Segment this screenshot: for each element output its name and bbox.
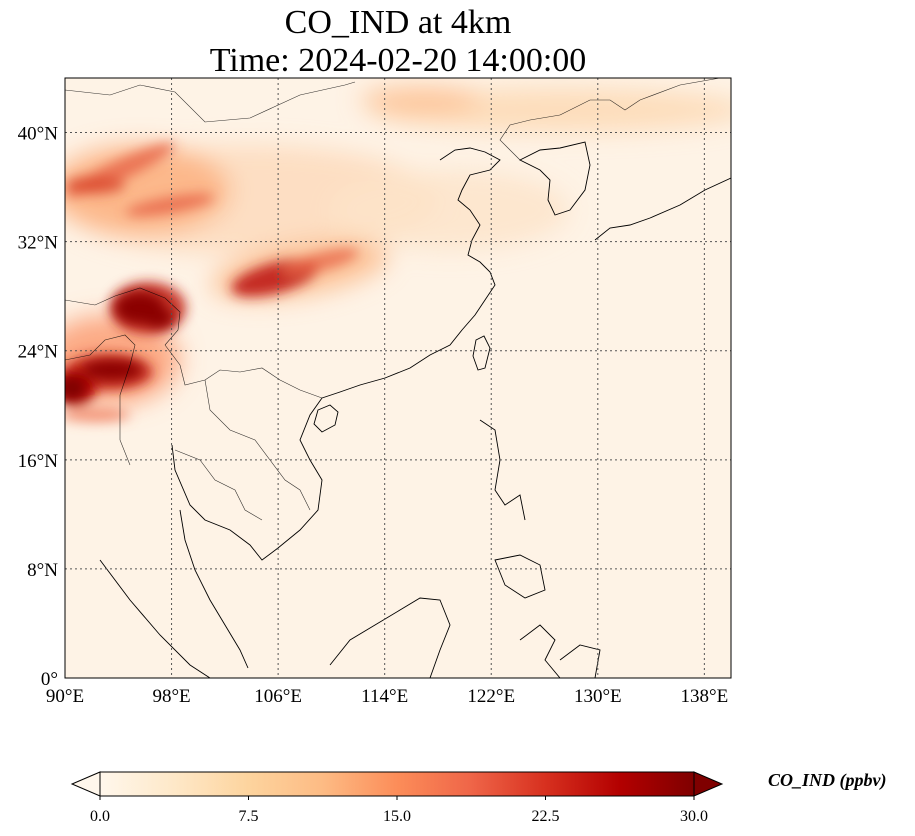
philippines-mindanao <box>494 554 546 599</box>
colorbar-tick-label: 15.0 <box>383 808 411 825</box>
taiwan-island <box>472 335 491 371</box>
colorbar-tick-label: 30.0 <box>680 808 708 825</box>
southern-streak <box>65 408 130 422</box>
lon-tick-label: 122°E <box>467 686 515 707</box>
colorbar-label: CO_IND (ppbv) <box>768 770 887 790</box>
japan-kyushu-honshu <box>594 177 731 241</box>
plot-title: CO_IND at 4km <box>284 4 512 41</box>
east-china-plume <box>330 170 570 250</box>
colorbar-extend-min <box>70 771 101 797</box>
gridlines <box>65 78 731 678</box>
colorbar-extend-max <box>693 771 724 797</box>
lat-tick-label: 24°N <box>18 342 59 363</box>
malay-peninsula <box>179 509 249 669</box>
russia-border <box>559 78 721 116</box>
philippines-luzon <box>479 419 526 521</box>
country-borders <box>65 78 721 521</box>
concentration-field <box>65 86 731 422</box>
sulawesi-coast <box>519 624 561 678</box>
assam-hotspot-core-2 <box>142 308 174 328</box>
china-coastline <box>321 147 501 399</box>
mongolia-border <box>65 81 356 123</box>
border-hotspot-core <box>65 376 86 400</box>
colorbar-tick-label: 0.0 <box>90 808 110 825</box>
thailand-border <box>174 449 263 521</box>
northern-plume-core <box>360 86 480 114</box>
lon-tick-label: 98°E <box>152 686 190 707</box>
lon-tick-label: 138°E <box>681 686 729 707</box>
bangladesh-hotspot-core <box>82 360 142 380</box>
tibet-streak-2 <box>125 193 215 217</box>
map-panel <box>65 78 731 678</box>
lat-tick-label: 8°N <box>27 560 58 581</box>
lon-tick-label: 90°E <box>46 686 84 707</box>
lon-tick-label: 114°E <box>361 686 408 707</box>
lon-tick-label: 106°E <box>254 686 302 707</box>
lon-tick-label: 130°E <box>574 686 622 707</box>
myanmar-border <box>164 344 323 399</box>
colorbar-gradient <box>99 771 695 797</box>
plot-time-subtitle: Time: 2024-02-20 14:00:00 <box>209 42 587 79</box>
hainan-island <box>313 404 339 433</box>
colorbar-tick-label: 22.5 <box>532 808 560 825</box>
colorbar-ticks: 0.0 7.5 15.0 22.5 30.0 <box>90 796 708 825</box>
borneo-coast <box>329 597 451 678</box>
himalaya-border <box>65 287 181 346</box>
colorbar: 0.0 7.5 15.0 22.5 30.0 <box>70 771 724 825</box>
bangladesh-border <box>65 334 136 466</box>
sumatra-coast <box>99 559 211 678</box>
korea-peninsula <box>518 141 591 216</box>
colorbar-tick-label: 7.5 <box>239 808 259 825</box>
lat-tick-label: 0° <box>41 669 58 690</box>
sichuan-tail <box>281 248 359 276</box>
lat-tick-label: 40°N <box>18 124 59 145</box>
map-frame <box>64 77 732 679</box>
longitude-axis: 90°E 98°E 106°E 114°E 122°E 130°E 138°E <box>46 686 728 707</box>
latitude-axis: 0° 8°N 16°N 24°N 32°N 40°N <box>18 124 59 690</box>
lat-tick-label: 32°N <box>18 233 59 254</box>
laos-vietnam-border <box>204 379 311 511</box>
tibet-streak-3 <box>65 176 125 194</box>
lat-tick-label: 16°N <box>18 451 59 472</box>
